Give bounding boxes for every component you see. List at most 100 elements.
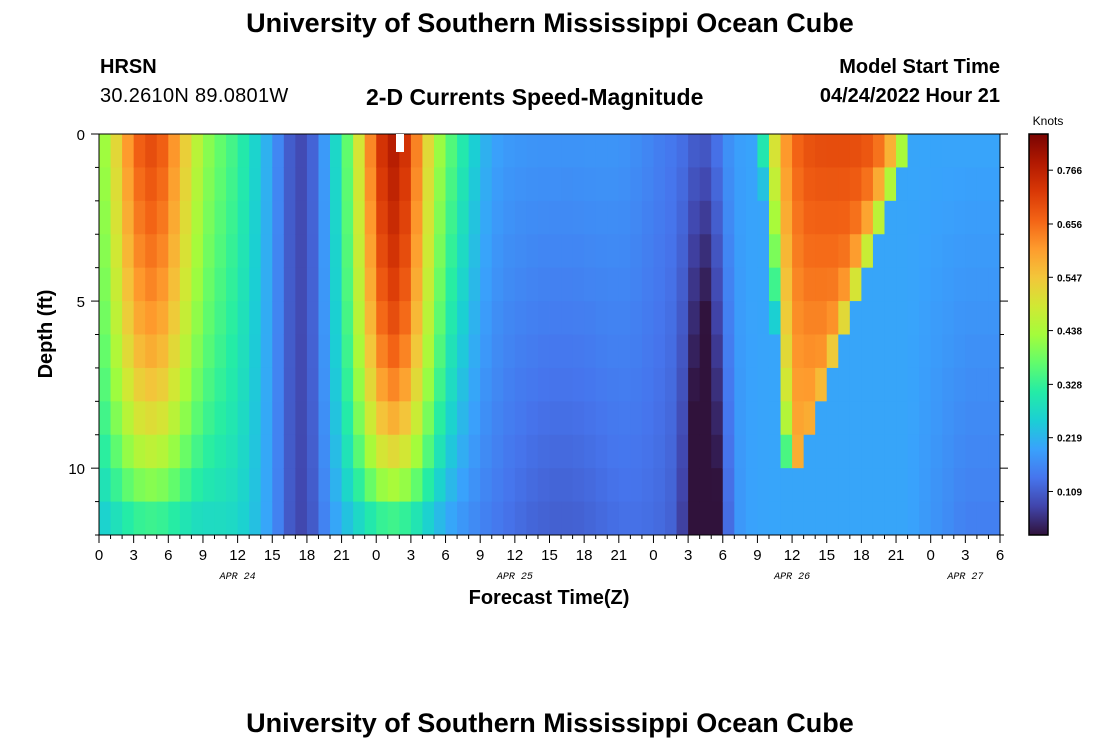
- heatmap-cell: [734, 234, 747, 269]
- heatmap-cell: [896, 434, 909, 469]
- heatmap-cell: [630, 334, 643, 369]
- date-label: APR 27: [946, 572, 983, 583]
- heatmap-cell: [480, 367, 493, 402]
- heatmap-cell: [803, 334, 816, 369]
- x-tick-label: 6: [441, 547, 449, 564]
- heatmap-cell: [491, 301, 504, 335]
- heatmap-cell: [792, 200, 805, 235]
- heatmap-cell: [156, 134, 169, 168]
- x-tick-label: 6: [719, 547, 727, 564]
- heatmap-cell: [364, 334, 377, 369]
- heatmap-cell: [433, 167, 447, 202]
- heatmap-cell: [722, 367, 735, 402]
- heatmap-cell: [480, 234, 493, 269]
- heatmap-cell: [99, 301, 112, 335]
- heatmap-cell: [179, 167, 192, 202]
- heatmap-cell: [803, 134, 816, 168]
- heatmap-cell: [226, 234, 239, 269]
- heatmap-cell: [364, 367, 377, 402]
- heatmap-cell: [884, 468, 897, 503]
- heatmap-cell: [896, 367, 909, 402]
- heatmap-cell: [653, 367, 666, 402]
- heatmap-cell: [780, 267, 793, 302]
- heatmap-cell: [341, 134, 354, 168]
- heatmap-cell: [422, 334, 435, 369]
- y-tick-label: 0: [77, 127, 85, 144]
- heatmap-cell: [953, 200, 966, 235]
- heatmap-cell: [353, 234, 366, 269]
- heatmap-cell: [942, 334, 955, 369]
- heatmap-cell: [803, 468, 816, 503]
- heatmap-cell: [803, 167, 816, 202]
- heatmap-cell: [942, 367, 955, 402]
- heatmap-cell: [815, 167, 828, 202]
- heatmap-cell: [272, 501, 285, 536]
- heatmap-cell: [330, 434, 343, 469]
- heatmap-cell: [861, 468, 874, 503]
- heatmap-cell: [896, 301, 909, 335]
- station-code: HRSN: [100, 56, 157, 78]
- heatmap-cell: [896, 401, 909, 436]
- x-axis-label: Forecast Time(Z): [469, 587, 630, 609]
- heatmap-cell: [503, 434, 516, 469]
- heatmap-cell: [953, 167, 966, 202]
- heatmap-cell: [399, 234, 412, 269]
- heatmap-cell: [133, 301, 146, 335]
- heatmap-cell: [919, 200, 932, 235]
- heatmap-cell: [595, 234, 608, 269]
- colorbar-label: Knots: [1033, 114, 1064, 128]
- heatmap-cell: [306, 468, 319, 503]
- heatmap-cell: [653, 134, 666, 168]
- heatmap-cell: [457, 401, 470, 436]
- heatmap-cell: [99, 501, 112, 536]
- heatmap-cell: [757, 367, 770, 402]
- heatmap-cell: [376, 367, 389, 402]
- x-tick-label: 9: [753, 547, 761, 564]
- heatmap-cell: [99, 334, 112, 369]
- heatmap-cell: [387, 334, 400, 369]
- heatmap-cell: [295, 401, 308, 436]
- heatmap-cell: [549, 334, 562, 369]
- heatmap-cell: [410, 167, 423, 202]
- heatmap-cell: [122, 200, 135, 235]
- heatmap-cell: [872, 134, 885, 168]
- heatmap-cell: [306, 401, 319, 436]
- heatmap-cell: [896, 167, 909, 202]
- heatmap-cell: [826, 468, 839, 503]
- heatmap-cell: [872, 401, 885, 436]
- heatmap-cell: [607, 234, 620, 269]
- heatmap-cell: [838, 334, 851, 369]
- heatmap-cell: [745, 134, 758, 168]
- heatmap-cell: [618, 200, 631, 235]
- date-label: APR 24: [219, 572, 256, 583]
- heatmap-cell: [156, 301, 169, 335]
- heatmap-cell: [491, 234, 504, 269]
- heatmap-cell: [249, 200, 262, 235]
- heatmap-cell: [445, 434, 458, 469]
- heatmap-cell: [364, 401, 377, 436]
- heatmap-cell: [803, 301, 816, 335]
- heatmap-cell: [249, 434, 262, 469]
- heatmap-cell: [722, 501, 735, 536]
- heatmap-cell: [179, 401, 192, 436]
- heatmap-cell: [122, 267, 135, 302]
- heatmap-cell: [179, 468, 192, 503]
- heatmap-cell: [214, 334, 227, 369]
- heatmap-cell: [711, 434, 724, 469]
- heatmap-cell: [249, 267, 262, 302]
- heatmap-cell: [584, 267, 597, 302]
- heatmap-cell: [537, 434, 550, 469]
- heatmap-cell: [110, 234, 123, 269]
- heatmap-cell: [884, 267, 897, 302]
- heatmap-cell: [549, 234, 562, 269]
- heatmap-cell: [965, 301, 978, 335]
- heatmap-cell: [295, 301, 308, 335]
- heatmap-cell: [711, 134, 724, 168]
- heatmap-cell: [641, 401, 654, 436]
- heatmap-cell: [884, 200, 897, 235]
- heatmap-cell: [364, 267, 377, 302]
- heatmap-cell: [226, 334, 239, 369]
- heatmap-cell: [537, 334, 550, 369]
- heatmap-cell: [214, 234, 227, 269]
- heatmap-cell: [780, 401, 793, 436]
